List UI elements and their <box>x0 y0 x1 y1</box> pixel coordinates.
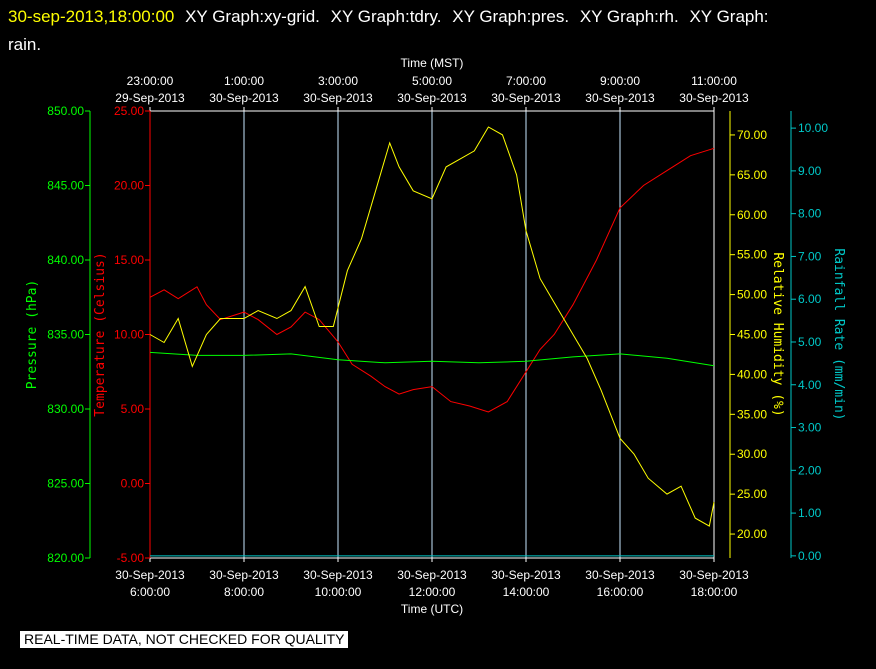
bottom-tick-date: 30-Sep-2013 <box>115 568 185 582</box>
pressure-axis-label: Pressure (hPa) <box>25 280 40 390</box>
data-series <box>149 126 715 557</box>
bottom-tick-date: 30-Sep-2013 <box>397 568 467 582</box>
humidity-tick-label: 40.00 <box>737 367 767 381</box>
pressure-tick-label: 825.00 <box>47 477 84 491</box>
humidity-tick-label: 70.00 <box>737 128 767 142</box>
rain-tick-label: 2.00 <box>798 463 822 477</box>
top-tick-time: 1:00:00 <box>224 74 264 88</box>
top-tick-time: 23:00:00 <box>127 74 174 88</box>
bottom-tick-date: 30-Sep-2013 <box>303 568 373 582</box>
graph-title-xy-grid: XY Graph:xy-grid. <box>185 7 320 26</box>
page-header: 30-sep-2013,18:00:00 XY Graph:xy-grid. X… <box>8 3 868 59</box>
rain-tick-label: 4.00 <box>798 378 822 392</box>
humidity-tick-label: 25.00 <box>737 487 767 501</box>
rain-tick-label: 9.00 <box>798 164 822 178</box>
temperature-tick-label: 10.00 <box>114 328 144 342</box>
rain-tick-label: 6.00 <box>798 292 822 306</box>
bottom-tick-time: 18:00:00 <box>691 585 738 599</box>
graph-title-pres: XY Graph:pres. <box>452 7 570 26</box>
series-tdry <box>149 147 715 413</box>
graph-title-rain-wrap: rain. <box>8 35 42 54</box>
pressure-tick-label: 845.00 <box>47 179 84 193</box>
pressure-tick-label: 840.00 <box>47 253 84 267</box>
top-tick-time: 11:00:00 <box>691 74 737 88</box>
bottom-axis-label: Time (UTC) <box>401 602 463 616</box>
rain-tick-label: 8.00 <box>798 207 822 221</box>
rain-tick-label: 10.00 <box>798 121 828 135</box>
humidity-tick-label: 20.00 <box>737 527 767 541</box>
humidity-tick-label: 30.00 <box>737 447 767 461</box>
bottom-tick-time: 8:00:00 <box>224 585 264 599</box>
top-tick-date: 29-Sep-2013 <box>115 91 185 105</box>
bottom-tick-time: 16:00:00 <box>597 585 644 599</box>
rain-axis-label: Rainfall Rate (mm/min) <box>831 248 846 420</box>
pressure-tick-label: 850.00 <box>47 104 84 118</box>
temperature-tick-label: 25.00 <box>114 104 144 118</box>
timestamp: 30-sep-2013,18:00:00 <box>8 7 175 26</box>
bottom-tick-time: 10:00:00 <box>315 585 362 599</box>
top-tick-time: 5:00:00 <box>412 74 452 88</box>
humidity-tick-label: 45.00 <box>737 328 767 342</box>
graph-title-rain: XY Graph: <box>689 7 769 26</box>
top-axis-label: Time (MST) <box>401 56 464 70</box>
top-tick-date: 30-Sep-2013 <box>679 91 749 105</box>
top-tick-date: 30-Sep-2013 <box>491 91 561 105</box>
temperature-tick-label: 20.00 <box>114 179 144 193</box>
rain-tick-label: 3.00 <box>798 421 822 435</box>
graph-title-tdry: XY Graph:tdry. <box>330 7 442 26</box>
bottom-tick-time: 6:00:00 <box>130 585 170 599</box>
humidity-tick-label: 55.00 <box>737 248 767 262</box>
vertical-grid <box>243 111 621 558</box>
quality-notice: REAL-TIME DATA, NOT CHECKED FOR QUALITY <box>20 631 349 648</box>
humidity-tick-label: 65.00 <box>737 168 767 182</box>
rain-tick-label: 7.00 <box>798 249 822 263</box>
top-tick-time: 3:00:00 <box>318 74 358 88</box>
top-tick-date: 30-Sep-2013 <box>397 91 467 105</box>
graph-title-rh: XY Graph:rh. <box>579 7 679 26</box>
axis-labels: 23:00:00 29-Sep-2013 1:00:00 30-Sep-2013 3:0… <box>25 56 846 616</box>
humidity-tick-label: 35.00 <box>737 407 767 421</box>
top-tick-time: 9:00:00 <box>600 74 640 88</box>
top-tick-date: 30-Sep-2013 <box>209 91 279 105</box>
series-rh <box>149 126 715 527</box>
temperature-tick-label: 15.00 <box>114 253 144 267</box>
humidity-tick-label: 50.00 <box>737 288 767 302</box>
bottom-tick-date: 30-Sep-2013 <box>585 568 655 582</box>
humidity-tick-label: 60.00 <box>737 208 767 222</box>
pressure-tick-label: 835.00 <box>47 328 84 342</box>
pressure-tick-label: 820.00 <box>47 551 84 565</box>
axes <box>85 107 796 562</box>
temperature-axis-label: Temperature (Celsius) <box>93 252 108 416</box>
rain-tick-label: 1.00 <box>798 506 822 520</box>
top-tick-date: 30-Sep-2013 <box>585 91 655 105</box>
temperature-tick-label: 5.00 <box>121 402 145 416</box>
bottom-tick-time: 14:00:00 <box>503 585 550 599</box>
rain-tick-label: 0.00 <box>798 549 822 563</box>
temperature-tick-label: -5.00 <box>117 551 145 565</box>
bottom-tick-date: 30-Sep-2013 <box>679 568 749 582</box>
humidity-axis-label: Relative Humidity (%) <box>770 252 785 416</box>
bottom-tick-date: 30-Sep-2013 <box>209 568 279 582</box>
pressure-tick-label: 830.00 <box>47 402 84 416</box>
series-pres <box>149 351 715 367</box>
top-tick-time: 7:00:00 <box>506 74 546 88</box>
bottom-tick-time: 12:00:00 <box>409 585 456 599</box>
rain-tick-label: 5.00 <box>798 335 822 349</box>
temperature-tick-label: 0.00 <box>121 477 145 491</box>
top-tick-date: 30-Sep-2013 <box>303 91 373 105</box>
bottom-tick-date: 30-Sep-2013 <box>491 568 561 582</box>
